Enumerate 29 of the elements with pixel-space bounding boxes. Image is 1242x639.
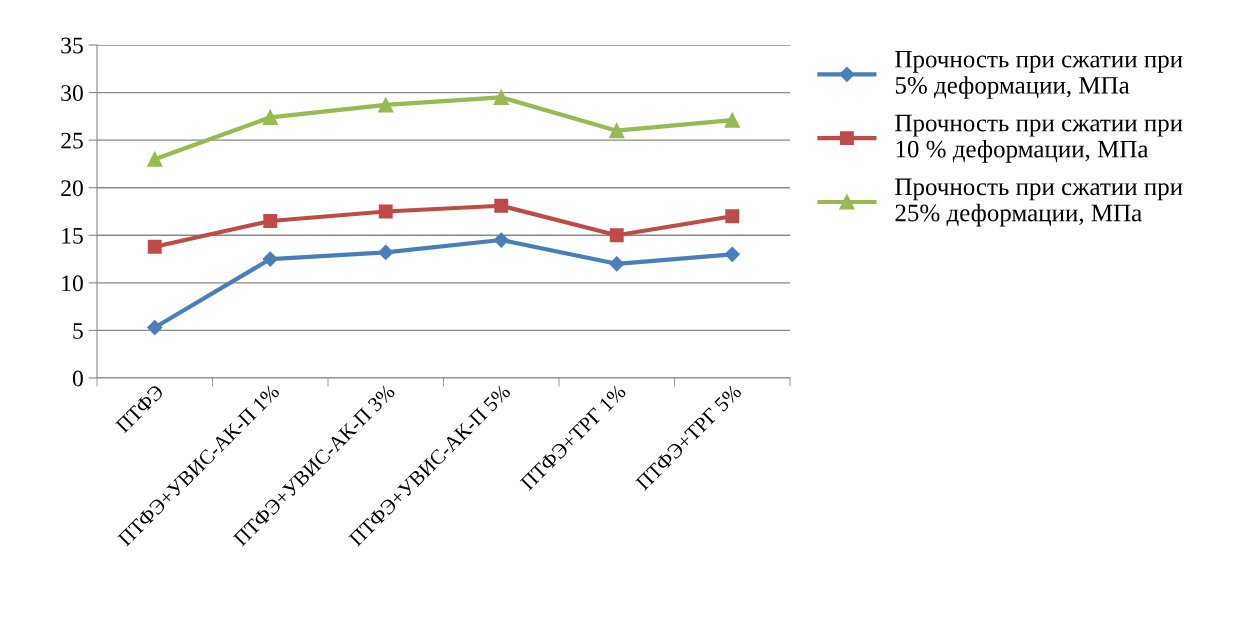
- point: [147, 320, 163, 336]
- point: [609, 228, 624, 243]
- y-tick-label: 0: [72, 370, 83, 387]
- point: [378, 244, 394, 260]
- legend-label: Прочность при сжатии при 10 % деформации, МПа: [895, 114, 1183, 163]
- point: [493, 232, 509, 248]
- point: [724, 246, 740, 262]
- point: [494, 198, 509, 213]
- y-tick-label: 5: [73, 323, 83, 339]
- point: [609, 256, 625, 272]
- y-tick-label: 10: [62, 275, 83, 292]
- point: [724, 112, 740, 128]
- point: [725, 209, 740, 224]
- y-tick-label: 20: [61, 180, 83, 197]
- point: [147, 151, 163, 167]
- point: [262, 251, 278, 267]
- point: [263, 214, 278, 228]
- point: [147, 239, 162, 254]
- y-tick-label: 15: [62, 227, 83, 244]
- point: [378, 97, 394, 113]
- point: [262, 109, 278, 125]
- point: [493, 89, 509, 105]
- point: [609, 122, 625, 139]
- point: [378, 204, 393, 219]
- legend-label: Прочность при сжатии при 5% деформации, МПа: [895, 51, 1183, 99]
- y-tick-label: 35: [61, 37, 83, 54]
- y-tick-label: 30: [61, 85, 83, 101]
- y-tick-label: 25: [61, 132, 83, 149]
- legend-label: Прочность при сжатии при 25% деформации, МПа: [895, 178, 1183, 227]
